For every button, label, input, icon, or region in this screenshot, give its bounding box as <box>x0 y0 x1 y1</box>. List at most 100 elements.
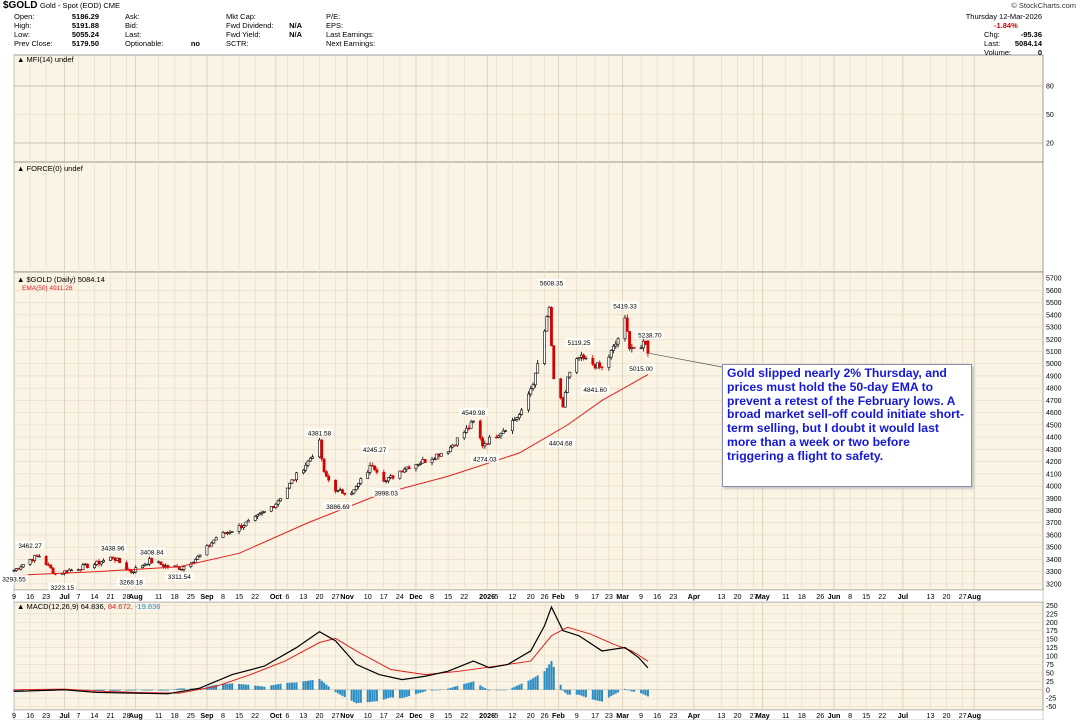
x-tick-label: 9 <box>12 711 16 720</box>
candle-body <box>17 568 20 570</box>
y-tick-label: 3700 <box>1046 520 1062 527</box>
x-tick-label: Jul <box>898 592 908 601</box>
macd-histogram-bar <box>591 689 594 700</box>
candle-body <box>308 457 312 462</box>
y-tick-label: 4000 <box>1046 484 1062 491</box>
y-tick-label: 3900 <box>1046 496 1062 503</box>
price-label: 3438.96 <box>101 546 125 553</box>
price-label-bg <box>98 543 127 553</box>
macd-histogram-bar <box>617 689 620 693</box>
candle-body <box>295 472 298 481</box>
macd-histogram-bar <box>417 689 420 694</box>
x-tick-label: 14 <box>90 711 98 720</box>
macd-histogram-bar <box>612 689 615 695</box>
macd-histogram-bar <box>318 678 321 690</box>
macd-histogram-bar <box>513 686 516 690</box>
quote-label: Chg: <box>984 30 1000 39</box>
macd-histogram-bar <box>470 682 473 690</box>
candle-body <box>577 356 581 360</box>
candle-body <box>143 563 147 566</box>
candle-body <box>607 356 611 368</box>
y-tick-label: 5400 <box>1046 312 1062 319</box>
histogram-value: -19.836 <box>135 602 160 611</box>
price-label-bg <box>360 445 389 454</box>
macd-histogram-bar <box>22 689 25 692</box>
candle-body <box>334 479 337 492</box>
candle-body <box>641 340 645 349</box>
price-label: 5119.25 <box>568 340 591 347</box>
macd-histogram-bar <box>355 689 358 704</box>
x-tick-label: 18 <box>171 592 179 601</box>
x-tick-label: 20 <box>527 711 535 720</box>
macd-histogram-bar <box>596 689 599 701</box>
candle-body <box>536 363 540 374</box>
x-tick-label: Mar <box>616 711 629 720</box>
x-tick-label: Aug <box>129 711 143 720</box>
macd-histogram-bar <box>568 689 571 695</box>
macd-line <box>13 605 649 695</box>
quote-row: Last: <box>125 30 200 39</box>
macd-histogram-bar <box>640 689 643 694</box>
quote-value: -95.36 <box>1020 30 1042 39</box>
macd-histogram-bar <box>472 681 475 690</box>
x-tick-label: 18 <box>798 592 806 601</box>
macd-histogram-bar <box>309 680 312 690</box>
candle-body <box>14 568 18 571</box>
macd-histogram-bar <box>263 686 266 690</box>
macd-tick-label: 75 <box>1046 662 1054 669</box>
macd-histogram-bar <box>520 683 523 690</box>
x-tick-label: 8 <box>848 592 852 601</box>
macd-histogram-bar <box>511 687 514 690</box>
candle-body <box>212 539 216 544</box>
candle-body <box>258 513 262 516</box>
quote-label: EPS: <box>326 21 344 30</box>
macd-histogram-bar <box>630 689 633 692</box>
macd-histogram-bar <box>623 688 626 690</box>
price-label: 4549.98 <box>462 410 486 417</box>
candle-body <box>465 427 468 433</box>
price-label-bg <box>137 547 166 556</box>
x-tick-label: Jun <box>828 592 841 601</box>
candle-body <box>469 421 473 429</box>
macd-histogram-bar <box>118 689 121 691</box>
x-tick-label: 20 <box>734 711 742 720</box>
x-tick-label: 25 <box>187 592 195 601</box>
quote-label: Bid: <box>125 21 138 30</box>
candle-body <box>109 556 112 561</box>
candle-body <box>242 525 246 528</box>
macd-histogram-bar <box>302 681 305 690</box>
y-tick-label: 4200 <box>1046 459 1062 466</box>
x-tick-label: 27 <box>959 711 967 720</box>
candle-body <box>497 435 501 438</box>
macd-histogram-bar <box>454 686 456 690</box>
macd-histogram-bar <box>518 684 521 690</box>
macd-histogram-bar <box>304 681 307 690</box>
x-tick-label: 16 <box>653 711 661 720</box>
price-label: 5238.70 <box>638 333 662 340</box>
candle-body <box>47 564 50 566</box>
price-label-bg <box>610 301 640 310</box>
macd-histogram-bar <box>295 682 298 690</box>
macd-histogram-bar <box>274 684 277 690</box>
macd-histogram-bar <box>111 689 114 691</box>
x-tick-label: 10 <box>364 592 372 601</box>
macd-histogram-bar <box>447 688 450 690</box>
candle-body <box>591 357 595 365</box>
candle-body <box>150 558 154 564</box>
candle-body <box>543 330 546 364</box>
quote-row: -1.84% <box>984 21 1042 30</box>
date-axis-band-bottom <box>13 709 1044 720</box>
macd-histogram-bar <box>272 685 275 690</box>
x-tick-label: 28 <box>123 711 131 720</box>
macd-histogram-bar <box>286 682 289 690</box>
macd-histogram-bar <box>277 684 280 690</box>
candle-body <box>260 512 264 514</box>
candle-body <box>451 444 455 448</box>
date-axis-band <box>13 589 1044 603</box>
candle-body <box>593 363 597 369</box>
x-tick-label: Nov <box>340 592 354 601</box>
candle-body <box>568 371 572 378</box>
quote-label: Last Earnings: <box>326 30 374 39</box>
quote-row: P/E: <box>326 12 406 21</box>
macd-histogram-bar <box>327 686 330 690</box>
